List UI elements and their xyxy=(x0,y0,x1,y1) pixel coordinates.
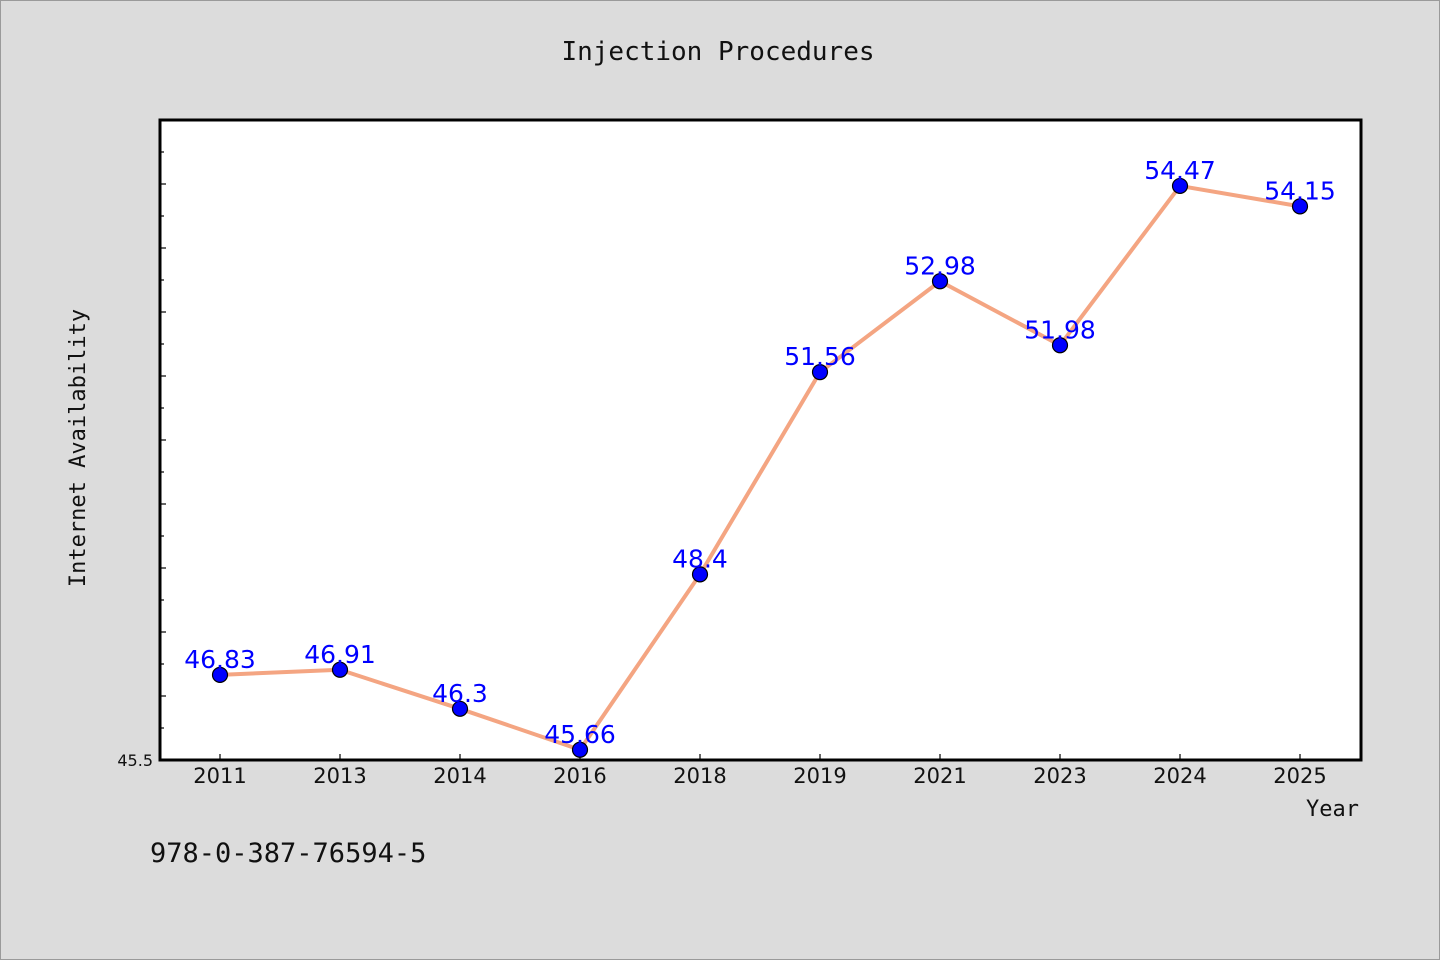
chart-title: Injection Procedures xyxy=(561,37,874,67)
x-tick-label: 2013 xyxy=(313,764,366,788)
x-tick-label: 2025 xyxy=(1273,764,1326,788)
y-tick-label: 45.5 xyxy=(117,751,153,770)
data-point xyxy=(211,666,229,683)
x-tick-label: 2016 xyxy=(553,764,606,788)
data-label: 46.3 xyxy=(432,679,488,708)
x-tick-label: 2023 xyxy=(1033,764,1086,788)
x-tick-label: 2024 xyxy=(1153,764,1206,788)
data-point xyxy=(931,273,949,290)
y-axis-ticks xyxy=(160,119,166,761)
data-label: 51.98 xyxy=(1024,315,1096,344)
plot-area xyxy=(158,118,1363,762)
x-tick-label: 2019 xyxy=(793,764,846,788)
data-point xyxy=(451,700,469,717)
data-label: 54.47 xyxy=(1144,156,1216,185)
x-tick-label: 2011 xyxy=(193,764,246,788)
footer-isbn-text: 978-0-387-76594-5 xyxy=(150,838,426,869)
series-layer: 46.83 46.91 46.3 45.66 48.4 51.56 52.98 51.98 54… xyxy=(184,156,1336,758)
data-point xyxy=(1291,198,1309,215)
data-point xyxy=(691,566,709,583)
data-point xyxy=(331,661,349,678)
data-point xyxy=(1171,177,1189,195)
data-point xyxy=(571,741,589,758)
y-axis-label: Internet Availability xyxy=(66,309,91,587)
x-tick-labels: 2011 2013 2014 2016 2018 2019 2021 2023 2024 2025 xyxy=(193,764,1326,788)
data-label: 48.4 xyxy=(672,544,728,573)
data-point xyxy=(1051,337,1069,354)
data-label: 46.91 xyxy=(304,640,376,669)
x-tick-label: 2021 xyxy=(913,764,966,788)
data-label: 46.83 xyxy=(184,645,256,674)
data-label: 51.56 xyxy=(784,342,856,371)
x-tick-label: 2018 xyxy=(673,764,726,788)
x-tick-label: 2014 xyxy=(433,764,486,788)
data-point xyxy=(811,364,829,381)
data-label: 45.66 xyxy=(544,720,616,749)
data-label: 52.98 xyxy=(904,251,976,280)
data-label: 54.15 xyxy=(1264,176,1336,205)
series-line xyxy=(218,183,1302,752)
x-axis-label: Year xyxy=(1306,797,1359,822)
